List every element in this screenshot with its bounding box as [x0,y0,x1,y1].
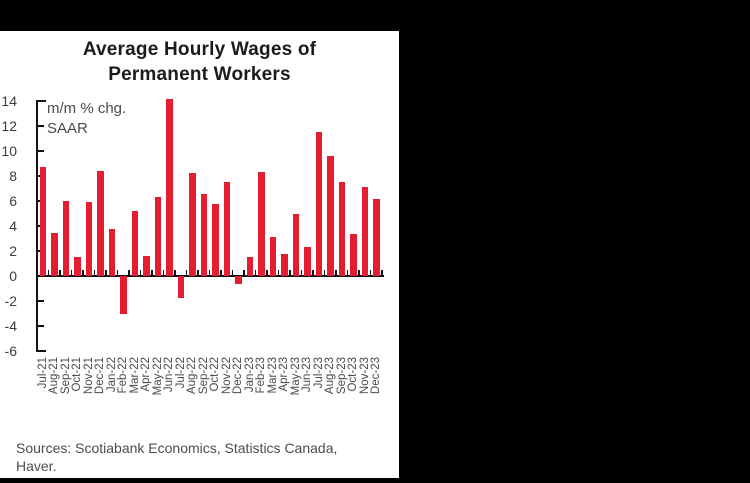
bar-nov-23 [361,186,368,276]
y-tick-label: 0 [9,267,17,284]
bar-dec-22 [235,275,242,285]
bar-nov-22 [223,181,230,276]
x-tick [185,269,187,275]
sources-note: Sources: Scotiabank Economics, Statistic… [16,439,337,475]
x-tick [266,269,268,275]
bar-jun-22 [166,99,173,276]
bar-feb-22 [120,275,127,315]
chart-title-line2: Permanent Workers [108,64,291,85]
x-tick [358,269,360,275]
bar-oct-21 [74,256,81,276]
y-tick-label: -6 [4,342,17,359]
x-tick [139,269,141,275]
bar-jan-22 [108,229,115,276]
bar-mar-23 [269,236,276,276]
x-tick [369,269,371,275]
bar-dec-21 [97,170,104,276]
x-tick [82,269,84,275]
bar-dec-23 [373,199,380,276]
bar-jul-21 [39,166,46,276]
x-tick [277,269,279,275]
x-tick [174,269,176,275]
annotation-line1: m/m % chg. [47,100,127,117]
y-tick [38,324,44,327]
y-tick-label: 12 [1,117,17,134]
x-tick [128,269,130,275]
bar-sep-22 [200,194,207,276]
x-tick [381,269,383,275]
x-tick [254,269,256,275]
x-tick [243,269,245,275]
plot-area: 14 12 10 8 6 4 2 0 -2 -4 -6 Jul-21 Aug-21 Sep-21 Oct-2… [0,31,399,478]
bar-aug-22 [189,173,196,276]
bar-jan-23 [246,256,253,276]
bar-may-22 [154,196,161,276]
bar-oct-23 [350,234,357,276]
x-tick-label-dec-23: Dec-23 [370,357,383,395]
bar-aug-21 [51,233,58,276]
x-tick [151,269,153,275]
bar-aug-23 [327,155,334,276]
x-axis-zero-line [36,274,384,277]
y-axis-line [36,99,38,352]
x-tick [162,269,164,275]
bar-oct-22 [212,204,219,276]
y-tick [38,124,44,127]
x-tick [300,269,302,275]
y-tick-label: 2 [9,242,17,259]
y-tick-label: 6 [9,192,17,209]
bar-mar-22 [131,210,138,276]
bar-feb-23 [258,171,265,276]
x-tick [105,269,107,275]
bar-apr-22 [143,255,150,276]
bar-sep-23 [338,181,345,276]
x-tick [289,269,291,275]
y-tick-label: 4 [9,217,17,234]
x-tick [59,269,61,275]
bar-nov-21 [85,201,92,276]
chart-title-line1: Average Hourly Wages of [82,39,317,60]
bar-jul-23 [315,131,322,276]
annotation-line2: SAAR [47,120,88,137]
chart-panel: Average Hourly Wages of Permanent Worker… [0,31,399,478]
y-tick [38,349,46,352]
x-tick [335,269,337,275]
sources-line2: Haver. [16,458,57,474]
bar-jun-23 [304,246,311,276]
axis-unit-annotation: m/m % chg. SAAR [47,99,126,139]
x-tick [70,269,72,275]
bar-may-23 [292,214,299,276]
x-tick [312,269,314,275]
x-tick [197,269,199,275]
bar-jul-22 [177,275,184,298]
bar-sep-21 [62,200,69,276]
sources-line1: Sources: Scotiabank Economics, Statistic… [16,440,338,456]
x-tick [220,269,222,275]
x-tick [47,269,49,275]
y-tick [38,149,44,152]
x-tick [116,269,118,275]
bar-apr-23 [281,254,288,276]
x-tick [231,269,233,275]
x-tick [346,269,348,275]
y-tick [38,99,46,102]
y-tick-label: 8 [9,167,17,184]
x-tick [323,269,325,275]
y-tick [38,299,44,302]
chart-title: Average Hourly Wages of Permanent Worker… [0,37,399,87]
y-tick-label: 14 [1,92,17,109]
y-tick-label: -4 [4,317,17,334]
x-tick [93,269,95,275]
x-tick [208,269,210,275]
y-tick-label: -2 [4,292,17,309]
y-tick-label: 10 [1,142,17,159]
